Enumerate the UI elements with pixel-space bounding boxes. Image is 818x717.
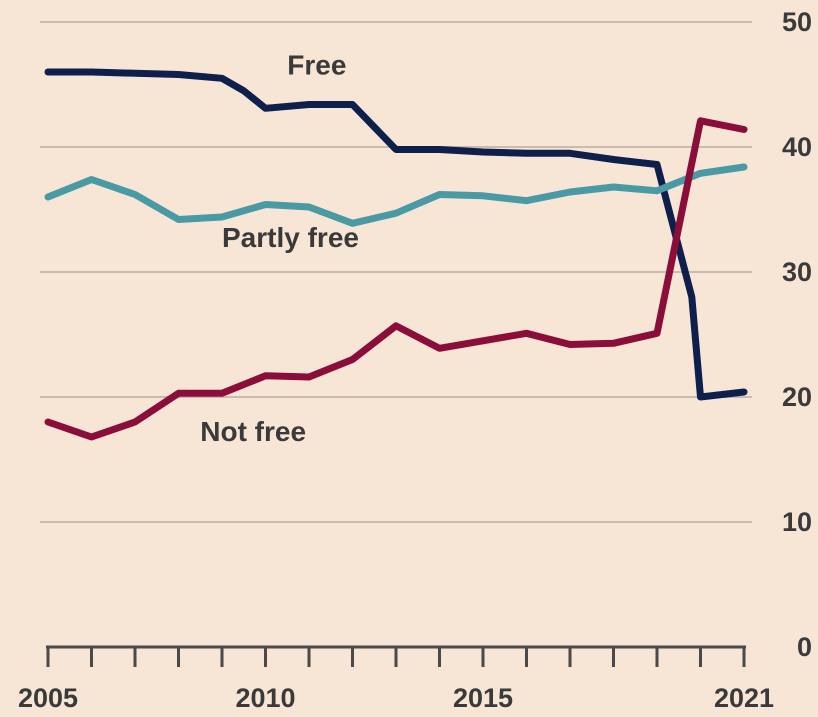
x-axis-labels: 2005 2010 2015 2021	[18, 683, 774, 713]
gridlines	[40, 21, 752, 523]
series-label-partly-free: Partly free	[222, 222, 359, 253]
x-tick-label-2005: 2005	[18, 683, 78, 713]
x-tick-label-2015: 2015	[453, 683, 513, 713]
y-tick-label-0: 0	[797, 632, 812, 662]
series-line-partly-free	[44, 163, 748, 227]
y-tick-label-10: 10	[782, 507, 812, 537]
y-axis-labels: 0 10 20 30 40 50	[782, 7, 812, 662]
x-tick-label-2021: 2021	[714, 683, 774, 713]
y-tick-label-40: 40	[782, 132, 812, 162]
series-labels: Free Partly free Not free	[200, 50, 359, 447]
series-label-not-free: Not free	[200, 416, 306, 447]
y-tick-label-30: 30	[782, 257, 812, 287]
x-tick-label-2010: 2010	[235, 683, 295, 713]
series-line-free	[44, 68, 748, 401]
x-axis	[46, 645, 746, 667]
y-tick-label-50: 50	[782, 7, 812, 37]
series-lines	[44, 68, 748, 441]
series-label-free: Free	[287, 50, 346, 81]
series-line-not-free	[44, 117, 748, 441]
y-tick-label-20: 20	[782, 382, 812, 412]
